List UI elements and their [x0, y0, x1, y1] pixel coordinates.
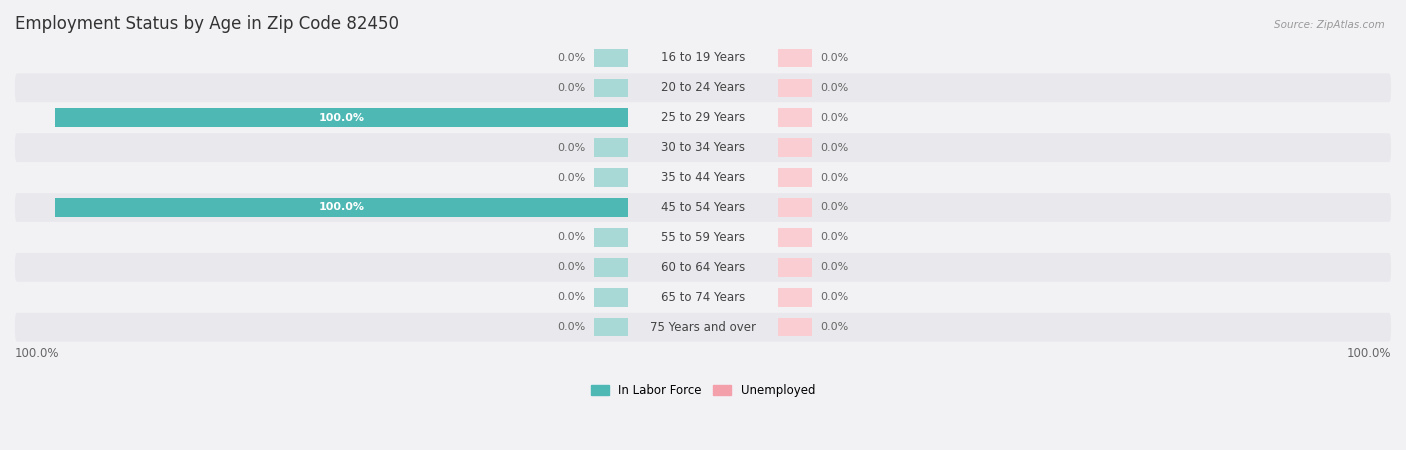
Bar — [778, 318, 811, 337]
Bar — [778, 228, 811, 247]
Text: 60 to 64 Years: 60 to 64 Years — [661, 261, 745, 274]
Bar — [55, 108, 628, 127]
Bar — [595, 228, 628, 247]
Bar — [595, 78, 628, 97]
FancyBboxPatch shape — [15, 133, 1391, 162]
Bar — [595, 49, 628, 67]
Text: 0.0%: 0.0% — [821, 202, 849, 212]
FancyBboxPatch shape — [15, 283, 1391, 312]
Text: 0.0%: 0.0% — [557, 262, 585, 272]
Text: 55 to 59 Years: 55 to 59 Years — [661, 231, 745, 244]
Text: 20 to 24 Years: 20 to 24 Years — [661, 81, 745, 94]
Bar — [55, 198, 628, 217]
Bar — [595, 168, 628, 187]
Text: 0.0%: 0.0% — [557, 322, 585, 332]
Bar — [778, 288, 811, 306]
Bar — [55, 198, 628, 217]
FancyBboxPatch shape — [15, 193, 1391, 222]
Bar — [55, 108, 628, 127]
Text: 25 to 29 Years: 25 to 29 Years — [661, 111, 745, 124]
Text: 0.0%: 0.0% — [557, 292, 585, 302]
Text: 65 to 74 Years: 65 to 74 Years — [661, 291, 745, 304]
Bar — [595, 288, 628, 306]
FancyBboxPatch shape — [15, 313, 1391, 342]
Text: 0.0%: 0.0% — [557, 83, 585, 93]
FancyBboxPatch shape — [15, 73, 1391, 102]
Bar — [595, 318, 628, 337]
Text: 75 Years and over: 75 Years and over — [650, 321, 756, 334]
Bar — [778, 138, 811, 157]
Text: 0.0%: 0.0% — [557, 232, 585, 243]
Text: 100.0%: 100.0% — [319, 112, 364, 123]
Text: 0.0%: 0.0% — [821, 53, 849, 63]
Text: 0.0%: 0.0% — [821, 232, 849, 243]
FancyBboxPatch shape — [15, 163, 1391, 192]
Text: 0.0%: 0.0% — [821, 83, 849, 93]
Text: 0.0%: 0.0% — [821, 322, 849, 332]
Text: 0.0%: 0.0% — [821, 292, 849, 302]
FancyBboxPatch shape — [15, 104, 1391, 132]
Bar — [778, 168, 811, 187]
Text: 100.0%: 100.0% — [1347, 346, 1391, 360]
Bar — [778, 108, 811, 127]
Bar — [595, 138, 628, 157]
Text: 45 to 54 Years: 45 to 54 Years — [661, 201, 745, 214]
Text: 0.0%: 0.0% — [821, 262, 849, 272]
Text: 0.0%: 0.0% — [557, 53, 585, 63]
Legend: In Labor Force, Unemployed: In Labor Force, Unemployed — [586, 380, 820, 402]
Bar — [778, 78, 811, 97]
Text: 0.0%: 0.0% — [557, 172, 585, 183]
Text: 0.0%: 0.0% — [557, 143, 585, 153]
Text: 30 to 34 Years: 30 to 34 Years — [661, 141, 745, 154]
Bar — [778, 49, 811, 67]
FancyBboxPatch shape — [15, 223, 1391, 252]
Text: 16 to 19 Years: 16 to 19 Years — [661, 51, 745, 64]
Text: 0.0%: 0.0% — [821, 143, 849, 153]
Text: 0.0%: 0.0% — [821, 172, 849, 183]
Text: Source: ZipAtlas.com: Source: ZipAtlas.com — [1274, 20, 1385, 30]
Text: Employment Status by Age in Zip Code 82450: Employment Status by Age in Zip Code 824… — [15, 15, 399, 33]
Text: 100.0%: 100.0% — [319, 202, 364, 212]
FancyBboxPatch shape — [15, 253, 1391, 282]
Text: 100.0%: 100.0% — [15, 346, 59, 360]
Bar — [778, 198, 811, 217]
FancyBboxPatch shape — [15, 44, 1391, 72]
Text: 0.0%: 0.0% — [821, 112, 849, 123]
Bar — [778, 258, 811, 277]
Text: 35 to 44 Years: 35 to 44 Years — [661, 171, 745, 184]
Bar — [595, 258, 628, 277]
